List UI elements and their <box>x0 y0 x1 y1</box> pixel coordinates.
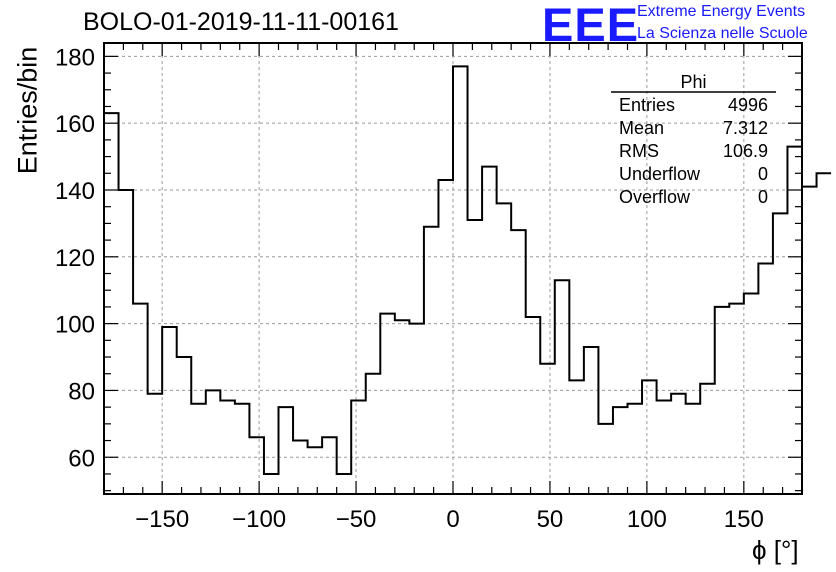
histogram-bin <box>773 213 788 494</box>
stats-box-title: Phi <box>680 72 706 92</box>
histogram-bin <box>598 424 613 494</box>
histogram-bin <box>729 304 744 494</box>
histogram-bin <box>366 374 381 494</box>
histogram-bin <box>628 404 643 494</box>
histogram-bin <box>162 327 177 494</box>
histogram-bin <box>322 437 337 494</box>
stats-value: 106.9 <box>723 141 768 161</box>
histogram-bin <box>409 324 424 494</box>
histogram-bin <box>686 404 701 494</box>
logo-caption-line-2: La Scienza nelle Scuole <box>637 25 808 42</box>
axis-ticks <box>103 43 803 494</box>
histogram-bin <box>148 394 163 494</box>
histogram-bin <box>337 474 352 494</box>
histogram-bin <box>119 190 134 494</box>
histogram-bin <box>133 304 148 494</box>
histogram-bin <box>802 187 817 494</box>
eee-logo: EEE <box>542 0 640 51</box>
stats-label: Entries <box>619 95 675 115</box>
histogram-bin <box>569 380 584 494</box>
histogram-bin <box>657 400 672 494</box>
x-tick-label: 100 <box>627 506 667 533</box>
histogram-bin <box>671 394 686 494</box>
histogram-bin <box>555 280 570 494</box>
histogram-bin <box>351 400 366 494</box>
histogram-bin <box>468 220 483 494</box>
stats-value: 0 <box>758 164 768 184</box>
histogram-bin <box>395 320 410 494</box>
stats-label: RMS <box>619 141 659 161</box>
histogram-bin <box>206 390 221 494</box>
histogram-series <box>104 65 832 494</box>
histogram-bin <box>293 441 308 494</box>
y-tick-label: 60 <box>68 445 95 472</box>
histogram-bin <box>700 384 715 494</box>
plot-frame <box>103 42 803 495</box>
stats-value: 7.312 <box>723 118 768 138</box>
histogram-line <box>104 65 832 475</box>
histogram-bin <box>744 294 759 494</box>
histogram-bin <box>424 227 439 494</box>
histogram-bin <box>526 317 541 494</box>
histogram-bin <box>220 400 235 494</box>
histogram-bin <box>104 113 119 494</box>
histogram-bin <box>380 314 395 494</box>
histogram-bin <box>279 407 294 494</box>
histogram-bin <box>453 66 468 494</box>
y-tick-label: 160 <box>55 111 95 138</box>
x-tick-label: 150 <box>724 506 764 533</box>
histogram-bin <box>511 230 526 494</box>
histogram-bin <box>613 407 628 494</box>
x-tick-label: −100 <box>232 506 286 533</box>
x-tick-label: −150 <box>135 506 189 533</box>
x-tick-label: 50 <box>537 506 564 533</box>
histogram-bin <box>235 404 250 494</box>
stats-value: 4996 <box>728 95 768 115</box>
y-tick-label: 100 <box>55 312 95 339</box>
histogram-bin <box>715 307 730 494</box>
histogram-bin <box>177 357 192 494</box>
histogram-bin <box>817 173 832 494</box>
histogram-bin <box>438 180 453 494</box>
stats-label: Overflow <box>619 187 691 207</box>
histogram-bin <box>249 437 264 494</box>
stats-label: Underflow <box>619 164 701 184</box>
chart-title: BOLO-01-2019-11-11-00161 <box>83 8 399 36</box>
tick-labels: −150 −100 −50 0 50 100 150 60 80 100 120 140 160 180 <box>55 44 764 533</box>
y-tick-label: 140 <box>55 178 95 205</box>
histogram-bin <box>584 347 599 494</box>
y-tick-label: 120 <box>55 245 95 272</box>
x-axis-label: ϕ [°] <box>752 535 799 565</box>
histogram-bin <box>264 474 279 494</box>
histogram-bin <box>482 167 497 494</box>
y-axis-label: Entries/bin <box>12 46 43 175</box>
stats-value: 0 <box>758 187 768 207</box>
histogram-bin <box>642 380 657 494</box>
histogram-bin <box>787 147 802 494</box>
histogram-bin <box>540 364 555 494</box>
y-tick-label: 180 <box>55 44 95 71</box>
histogram-bin <box>758 263 773 494</box>
histogram-bin <box>308 447 323 494</box>
histogram-bin <box>191 404 206 494</box>
stats-label: Mean <box>619 118 664 138</box>
logo-caption-line-1: Extreme Energy Events <box>637 3 806 20</box>
y-tick-label: 80 <box>68 378 95 405</box>
histogram-bin <box>497 203 512 494</box>
x-tick-label: −50 <box>336 506 377 533</box>
x-tick-label: 0 <box>446 506 459 533</box>
